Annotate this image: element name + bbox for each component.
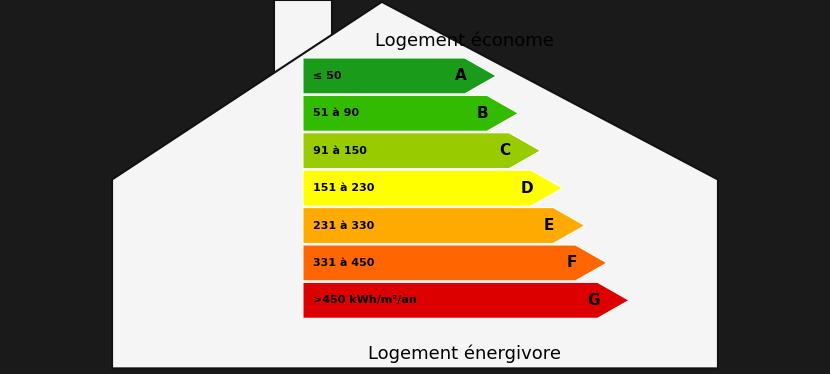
Text: F: F	[566, 255, 577, 270]
Text: A: A	[455, 68, 466, 83]
Text: C: C	[500, 143, 510, 158]
Text: 231 à 330: 231 à 330	[313, 221, 374, 230]
Polygon shape	[303, 133, 540, 169]
Text: ≤ 50: ≤ 50	[313, 71, 341, 81]
Text: Logement énergivore: Logement énergivore	[369, 344, 561, 363]
Text: Logement économe: Logement économe	[375, 32, 554, 50]
Text: 331 à 450: 331 à 450	[313, 258, 374, 268]
Polygon shape	[112, 2, 718, 368]
Text: B: B	[477, 106, 489, 121]
Text: D: D	[520, 181, 534, 196]
Polygon shape	[303, 95, 519, 131]
Text: G: G	[587, 293, 600, 308]
Text: 91 à 150: 91 à 150	[313, 146, 367, 156]
Text: 51 à 90: 51 à 90	[313, 108, 359, 118]
Text: 151 à 230: 151 à 230	[313, 183, 374, 193]
Polygon shape	[303, 170, 563, 206]
Text: >450 kWh/m²/an: >450 kWh/m²/an	[313, 295, 417, 305]
Polygon shape	[274, 0, 332, 94]
Polygon shape	[303, 58, 496, 94]
Polygon shape	[303, 245, 607, 281]
Polygon shape	[303, 208, 585, 243]
Text: E: E	[544, 218, 554, 233]
Polygon shape	[303, 282, 629, 318]
